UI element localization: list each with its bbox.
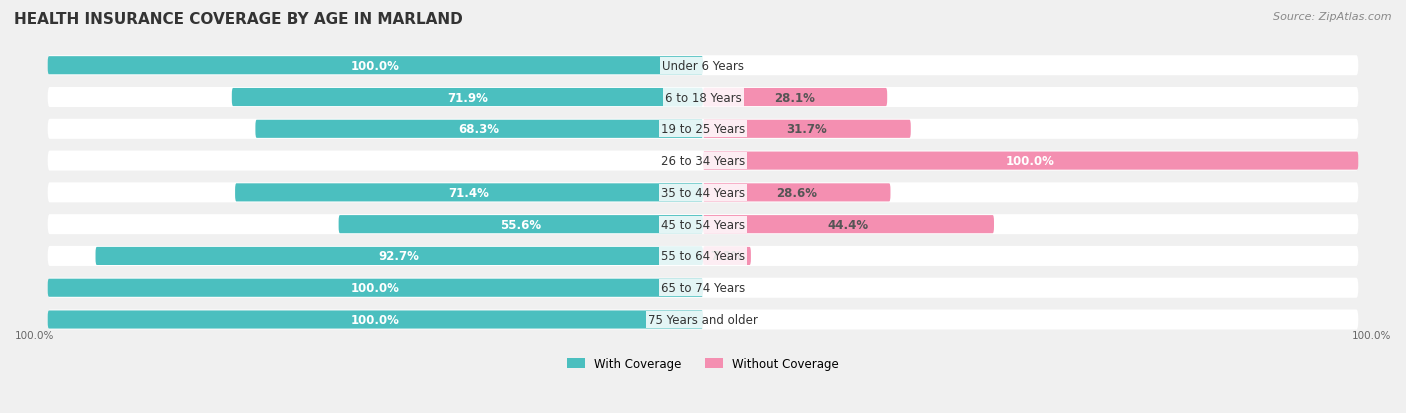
FancyBboxPatch shape <box>48 310 1358 330</box>
FancyBboxPatch shape <box>48 279 703 297</box>
Text: 26 to 34 Years: 26 to 34 Years <box>661 155 745 168</box>
Text: 6 to 18 Years: 6 to 18 Years <box>665 91 741 104</box>
FancyBboxPatch shape <box>48 57 703 75</box>
Text: 100.0%: 100.0% <box>1007 155 1054 168</box>
Text: 35 to 44 Years: 35 to 44 Years <box>661 186 745 199</box>
Text: 100.0%: 100.0% <box>15 330 55 340</box>
Text: 55 to 64 Years: 55 to 64 Years <box>661 250 745 263</box>
Text: 31.7%: 31.7% <box>786 123 827 136</box>
Text: 28.6%: 28.6% <box>776 186 817 199</box>
Text: Source: ZipAtlas.com: Source: ZipAtlas.com <box>1274 12 1392 22</box>
FancyBboxPatch shape <box>703 184 890 202</box>
Text: 68.3%: 68.3% <box>458 123 499 136</box>
Text: 55.6%: 55.6% <box>501 218 541 231</box>
FancyBboxPatch shape <box>256 121 703 138</box>
FancyBboxPatch shape <box>48 88 1358 108</box>
FancyBboxPatch shape <box>48 215 1358 235</box>
Text: 44.4%: 44.4% <box>828 218 869 231</box>
Text: 71.9%: 71.9% <box>447 91 488 104</box>
FancyBboxPatch shape <box>235 184 703 202</box>
Text: Under 6 Years: Under 6 Years <box>662 59 744 73</box>
Text: 45 to 54 Years: 45 to 54 Years <box>661 218 745 231</box>
Text: 7.3%: 7.3% <box>710 250 744 263</box>
FancyBboxPatch shape <box>48 119 1358 140</box>
FancyBboxPatch shape <box>48 246 1358 266</box>
FancyBboxPatch shape <box>703 247 751 266</box>
FancyBboxPatch shape <box>48 311 703 329</box>
Text: 100.0%: 100.0% <box>352 282 399 294</box>
FancyBboxPatch shape <box>48 183 1358 203</box>
FancyBboxPatch shape <box>703 89 887 107</box>
FancyBboxPatch shape <box>48 278 1358 298</box>
Text: 100.0%: 100.0% <box>352 313 399 326</box>
Text: HEALTH INSURANCE COVERAGE BY AGE IN MARLAND: HEALTH INSURANCE COVERAGE BY AGE IN MARL… <box>14 12 463 27</box>
Text: 100.0%: 100.0% <box>1351 330 1391 340</box>
Text: 65 to 74 Years: 65 to 74 Years <box>661 282 745 294</box>
Text: 75 Years and older: 75 Years and older <box>648 313 758 326</box>
FancyBboxPatch shape <box>703 121 911 138</box>
Text: 19 to 25 Years: 19 to 25 Years <box>661 123 745 136</box>
FancyBboxPatch shape <box>48 151 1358 171</box>
FancyBboxPatch shape <box>703 152 1358 170</box>
Legend: With Coverage, Without Coverage: With Coverage, Without Coverage <box>562 352 844 375</box>
FancyBboxPatch shape <box>703 216 994 234</box>
Text: 92.7%: 92.7% <box>378 250 420 263</box>
Text: 100.0%: 100.0% <box>352 59 399 73</box>
Text: 28.1%: 28.1% <box>775 91 815 104</box>
FancyBboxPatch shape <box>232 89 703 107</box>
FancyBboxPatch shape <box>48 56 1358 76</box>
FancyBboxPatch shape <box>96 247 703 266</box>
FancyBboxPatch shape <box>339 216 703 234</box>
Text: 71.4%: 71.4% <box>449 186 489 199</box>
